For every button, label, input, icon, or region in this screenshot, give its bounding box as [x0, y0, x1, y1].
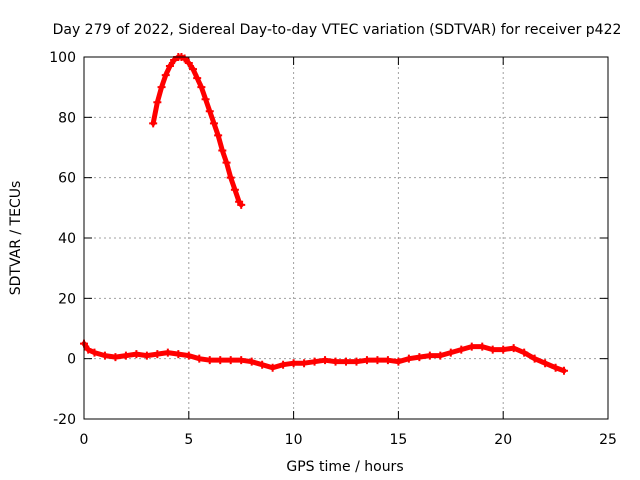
- data-point: [394, 357, 403, 366]
- data-point: [279, 360, 288, 369]
- data-point: [247, 357, 256, 366]
- data-point: [520, 348, 529, 357]
- x-tick-label: 5: [184, 432, 193, 448]
- data-point: [230, 185, 239, 194]
- data-point: [342, 357, 350, 366]
- data-point: [218, 146, 227, 155]
- data-point: [226, 173, 235, 182]
- data-point: [331, 357, 340, 366]
- x-tick-label: 20: [494, 432, 512, 448]
- data-point: [457, 345, 466, 354]
- data-point: [321, 356, 330, 365]
- data-point: [216, 356, 225, 365]
- data-point: [415, 353, 424, 362]
- y-tick-label: -20: [53, 412, 76, 428]
- data-point: [310, 357, 319, 366]
- data-point: [205, 107, 214, 116]
- data-point: [195, 354, 204, 363]
- y-tick-label: 80: [58, 110, 76, 126]
- y-tick-label: 0: [67, 352, 76, 368]
- data-point: [153, 98, 162, 107]
- data-point: [184, 59, 193, 68]
- data-point: [300, 359, 309, 368]
- data-point: [153, 350, 162, 359]
- data-points: [80, 53, 568, 375]
- data-point: [222, 158, 231, 167]
- data-point: [237, 356, 246, 365]
- data-point: [530, 354, 539, 363]
- data-point: [214, 131, 223, 140]
- data-point: [425, 351, 434, 360]
- data-point: [163, 348, 172, 357]
- data-point: [84, 345, 93, 354]
- x-tick-label: 0: [80, 432, 89, 448]
- y-tick-label: 40: [58, 231, 76, 247]
- data-point: [180, 54, 189, 63]
- data-point: [541, 359, 550, 368]
- data-point: [132, 350, 141, 359]
- data-point: [157, 83, 166, 92]
- data-point: [121, 351, 130, 360]
- data-point: [90, 348, 99, 357]
- data-point: [188, 65, 197, 74]
- y-tick-label: 60: [58, 171, 76, 187]
- chart-title: Day 279 of 2022, Sidereal Day-to-day VTE…: [53, 22, 622, 38]
- data-point: [193, 74, 202, 83]
- data-point: [362, 356, 371, 365]
- x-tick-label: 25: [599, 432, 617, 448]
- data-point: [201, 95, 210, 104]
- data-point: [383, 356, 392, 365]
- x-tick-label: 10: [285, 432, 303, 448]
- data-point: [446, 348, 455, 357]
- data-point: [499, 345, 508, 354]
- data-point: [352, 357, 361, 366]
- data-point: [100, 351, 109, 360]
- data-point: [111, 353, 120, 362]
- data-point: [205, 356, 214, 365]
- x-axis-label: GPS time / hours: [286, 459, 403, 475]
- data-point: [197, 83, 206, 92]
- data-point: [509, 344, 518, 353]
- y-tick-label: 20: [58, 291, 76, 307]
- data-point: [551, 363, 560, 372]
- data-point: [467, 342, 476, 351]
- plot-frame: [83, 56, 609, 420]
- data-point: [142, 351, 151, 360]
- data-point: [184, 351, 193, 360]
- data-point: [149, 119, 158, 128]
- data-point: [174, 350, 183, 359]
- data-point: [488, 345, 497, 354]
- data-point: [436, 351, 445, 360]
- data-point: [161, 71, 170, 80]
- data-point: [268, 363, 277, 372]
- y-axis-label: SDTVAR / TECUs: [8, 181, 24, 296]
- data-point: [478, 342, 487, 351]
- data-point: [289, 359, 298, 368]
- data-point: [209, 119, 218, 128]
- data-point: [226, 356, 235, 365]
- x-tick-label: 15: [389, 432, 407, 448]
- data-point: [559, 366, 568, 375]
- y-tick-label: 100: [49, 50, 76, 66]
- data-point: [237, 200, 246, 209]
- data-point: [373, 356, 382, 365]
- data-point: [165, 62, 174, 71]
- data-point: [404, 354, 413, 363]
- data-point: [258, 360, 267, 369]
- series-arc-2: [80, 339, 568, 375]
